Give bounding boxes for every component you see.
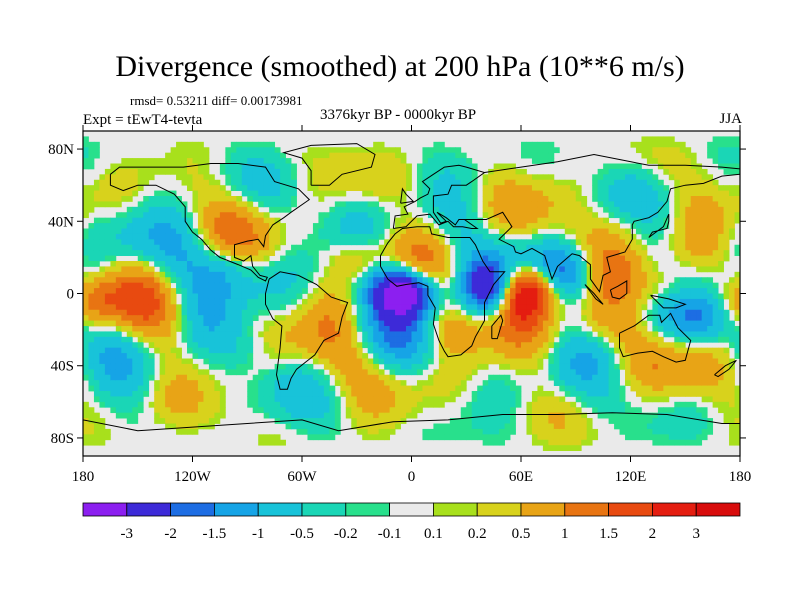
colorbar-label: -0.1 xyxy=(378,526,402,542)
colorbar-label: 3 xyxy=(692,526,700,542)
y-tick-label: 80S xyxy=(51,431,74,447)
x-tick-label: 120E xyxy=(615,469,647,485)
y-axis: 80N 40N 0 40S 80S xyxy=(48,142,746,447)
colorbar-swatch xyxy=(520,502,566,517)
colorbar-swatch xyxy=(170,502,215,517)
coastline-path xyxy=(648,213,670,238)
y-tick-label: 0 xyxy=(67,287,75,303)
coastline-path xyxy=(484,153,740,173)
colorbar-label: -0.5 xyxy=(290,526,314,542)
coastline-path xyxy=(609,280,628,300)
x-tick-label: 180 xyxy=(72,469,95,485)
x-axis: 180 120W 60W 0 60E 120E 180 xyxy=(72,125,752,485)
colorbar-swatch xyxy=(345,502,390,517)
coastline-path xyxy=(109,163,311,282)
colorbar-swatch xyxy=(257,502,303,517)
coastline-path xyxy=(584,284,604,305)
x-tick-label: 0 xyxy=(408,469,416,485)
divergence-field xyxy=(83,136,740,451)
y-tick-label: 40S xyxy=(51,359,74,375)
experiment-label: Expt = tEwT4-tevta xyxy=(83,112,203,128)
coastline-path xyxy=(491,314,504,340)
colorbar-label: 1.5 xyxy=(599,526,618,542)
x-tick-label: 120W xyxy=(174,469,212,485)
colorbar-swatch xyxy=(695,502,741,517)
chart-title: Divergence (smoothed) at 200 hPa (10**6 … xyxy=(115,50,685,83)
y-tick-label: 40N xyxy=(48,214,74,230)
colorbar-label: -1.5 xyxy=(203,526,227,542)
colorbar-label: -2 xyxy=(164,526,177,542)
period-label: 3376kyr BP - 0000kyr BP xyxy=(320,107,477,123)
coastline-path xyxy=(619,312,692,363)
colorbar-swatch xyxy=(608,502,653,517)
colorbar-swatch xyxy=(564,502,609,517)
colorbar-swatch xyxy=(82,502,128,517)
x-tick-label: 60W xyxy=(287,469,317,485)
colorbar: -3 -2 -1.5 -1 -0.5 -0.2 -0.1 0.1 0.2 0.5 1 1.5 2 3 xyxy=(82,502,741,542)
coastline-path xyxy=(400,187,415,204)
x-tick-label: 60E xyxy=(509,469,533,485)
colorbar-swatch xyxy=(652,502,697,517)
colorbar-label: 1 xyxy=(561,526,569,542)
colorbar-swatch xyxy=(213,502,259,517)
colorbar-label: 0.2 xyxy=(468,526,487,542)
coastline-path xyxy=(392,164,486,229)
y-tick-label: 80N xyxy=(48,142,74,158)
colorbar-label: -0.2 xyxy=(334,526,358,542)
colorbar-label: -3 xyxy=(121,526,134,542)
colorbar-label: 0.5 xyxy=(512,526,531,542)
coastline-path xyxy=(83,412,740,432)
coastline-path xyxy=(464,173,740,293)
colorbar-swatch xyxy=(476,502,522,517)
colorbar-swatch xyxy=(301,502,347,517)
coastline-path xyxy=(380,226,506,358)
colorbar-swatch xyxy=(432,502,478,517)
x-tick-label: 180 xyxy=(729,469,752,485)
colorbar-swatch xyxy=(126,502,172,517)
colorbar-swatch xyxy=(389,502,434,517)
season-label: JJA xyxy=(719,111,742,127)
coastlines xyxy=(83,143,740,432)
coastline-path xyxy=(714,359,737,378)
colorbar-label: -1 xyxy=(252,526,265,542)
colorbar-label: 0.1 xyxy=(424,526,443,542)
stats-label: rmsd= 0.53211 diff= 0.00173981 xyxy=(130,93,303,108)
coastline-path xyxy=(265,271,349,390)
colorbar-label: 2 xyxy=(649,526,657,542)
coastline-path xyxy=(281,143,376,186)
coastline-path xyxy=(650,294,687,309)
